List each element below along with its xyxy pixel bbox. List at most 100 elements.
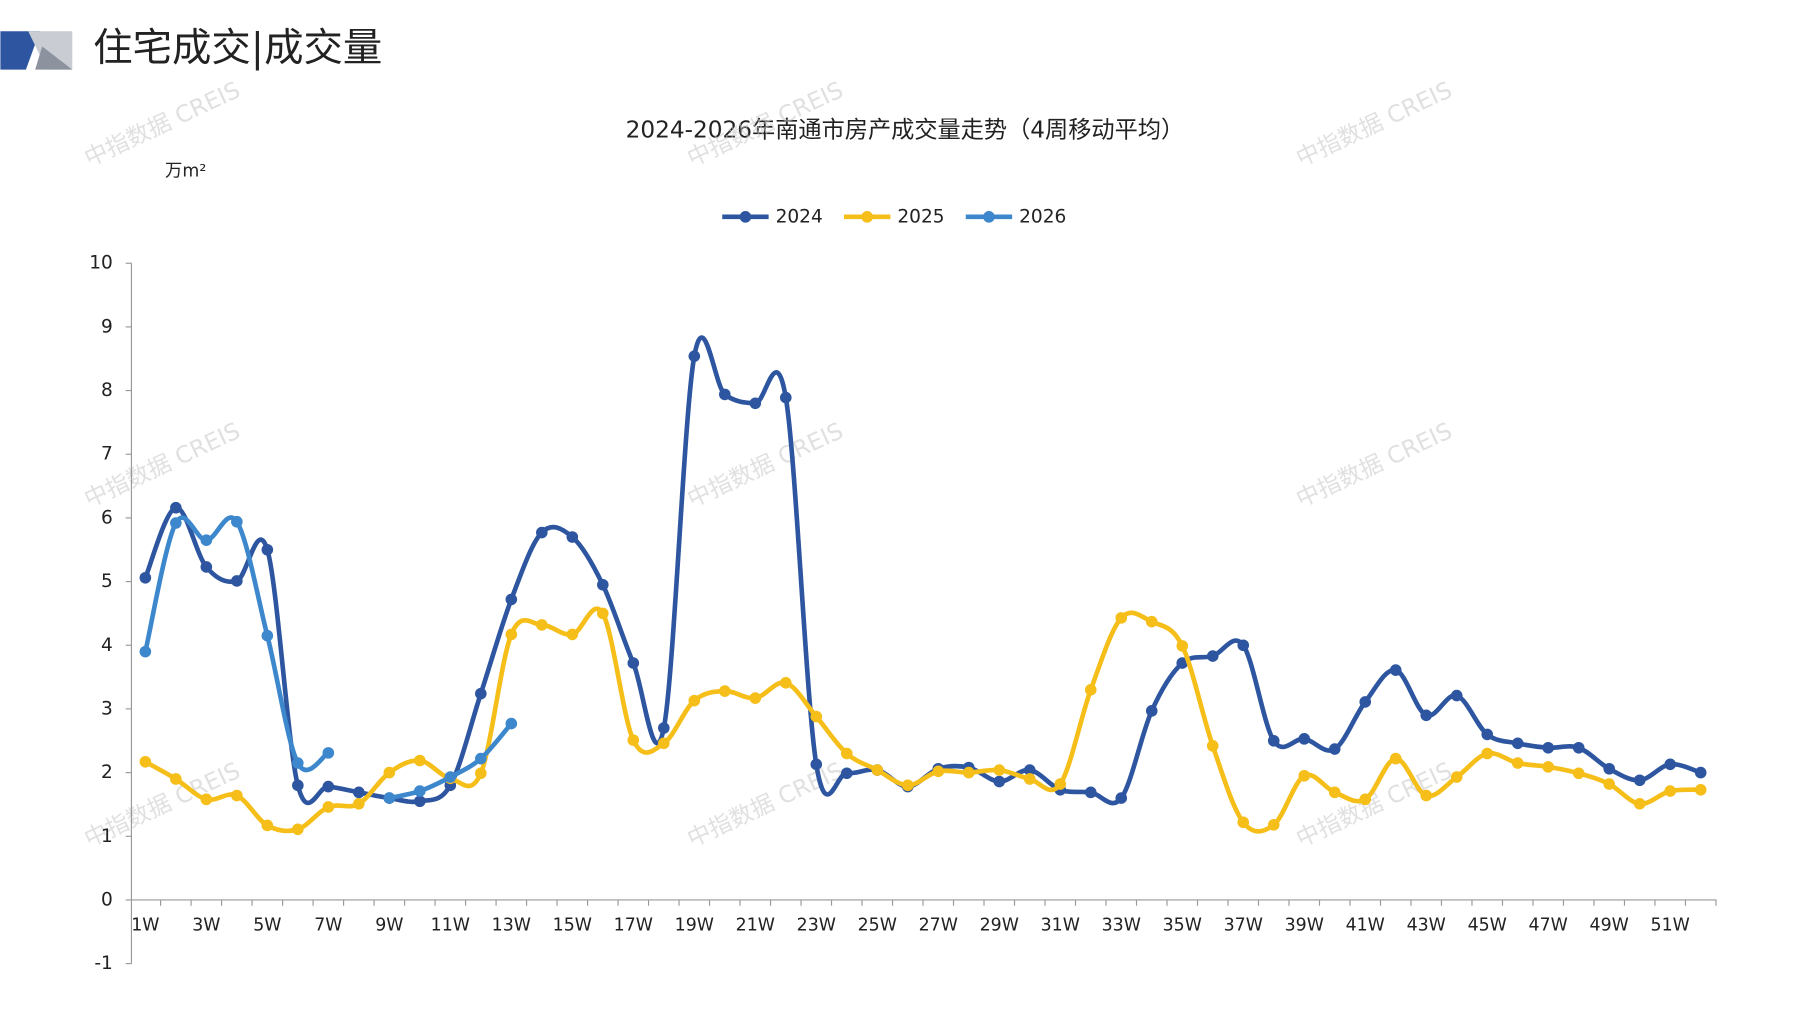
data-point <box>292 823 304 836</box>
data-point <box>1267 819 1280 831</box>
data-point <box>962 766 975 779</box>
data-point <box>505 628 518 641</box>
data-point <box>1694 766 1707 779</box>
data-point <box>1359 793 1372 806</box>
legend-label: 2024 <box>776 206 823 227</box>
data-point <box>1176 657 1189 669</box>
x-tick-label: 9W <box>375 915 403 935</box>
x-tick-label: 41W <box>1346 915 1385 935</box>
data-point <box>597 578 609 591</box>
x-tick-label: 43W <box>1407 915 1446 935</box>
data-point <box>261 819 274 832</box>
data-point <box>1542 761 1555 773</box>
x-tick-label: 29W <box>980 915 1019 935</box>
data-point <box>322 780 335 793</box>
data-point <box>1603 778 1616 790</box>
y-tick-label: 7 <box>101 444 113 465</box>
data-point <box>1176 640 1189 652</box>
page-title: 住宅成交|成交量 <box>93 25 382 71</box>
data-point <box>810 758 823 771</box>
x-tick-label: 17W <box>614 915 653 935</box>
data-point <box>718 685 731 697</box>
y-axis-label: 万m² <box>165 162 206 182</box>
data-point <box>1633 774 1646 787</box>
x-tick-label: 1W <box>131 915 159 935</box>
data-point <box>353 786 365 799</box>
data-point <box>170 517 182 529</box>
data-point <box>1084 786 1097 799</box>
data-point <box>627 734 640 746</box>
data-point <box>536 619 548 631</box>
data-point <box>1237 816 1250 829</box>
data-point <box>1389 752 1402 765</box>
data-point <box>1694 783 1707 796</box>
data-point <box>1206 650 1219 662</box>
series-line <box>143 515 330 773</box>
data-point <box>993 775 1006 788</box>
y-tick-label: 10 <box>89 253 113 274</box>
data-point <box>139 571 152 584</box>
y-tick-label: 9 <box>101 316 113 337</box>
data-point <box>292 779 304 792</box>
data-point <box>292 757 304 769</box>
data-point <box>1664 758 1677 771</box>
x-tick-label: 35W <box>1163 915 1202 935</box>
legend-label: 2025 <box>897 206 944 227</box>
x-tick-label: 39W <box>1285 915 1324 935</box>
series-line <box>143 335 1702 806</box>
data-point <box>840 747 853 760</box>
data-point <box>901 779 914 792</box>
data-point <box>1023 764 1036 776</box>
x-tick-label: 19W <box>675 915 714 935</box>
data-point <box>1084 684 1097 696</box>
data-point <box>231 789 243 802</box>
data-point <box>1115 612 1128 624</box>
data-point <box>475 687 487 700</box>
data-point <box>414 785 426 797</box>
data-point <box>932 765 945 778</box>
legend-marker <box>861 211 873 223</box>
y-tick-label: 8 <box>101 380 113 401</box>
data-point <box>261 629 274 642</box>
header-icon <box>0 31 40 70</box>
data-point <box>1145 705 1158 717</box>
data-point <box>1054 778 1067 790</box>
legend-marker <box>983 211 995 223</box>
data-point <box>1298 733 1311 745</box>
data-point <box>170 773 182 785</box>
data-point <box>414 795 426 808</box>
data-point <box>1420 709 1433 722</box>
data-point <box>1328 786 1341 799</box>
data-point <box>1328 743 1341 755</box>
data-point <box>1267 734 1280 747</box>
y-tick-label: 6 <box>101 507 113 528</box>
x-tick-label: 27W <box>919 915 958 935</box>
watermark: 中指数据 CREIS <box>80 417 244 513</box>
data-point <box>536 526 548 539</box>
y-tick-label: 0 <box>101 889 113 910</box>
data-point <box>1450 689 1463 702</box>
data-point <box>566 628 579 641</box>
watermark: 中指数据 CREIS <box>1292 757 1456 853</box>
data-point <box>1511 757 1524 769</box>
y-tick-label: -1 <box>94 953 113 974</box>
data-point <box>383 792 396 804</box>
data-point <box>840 767 853 780</box>
data-point <box>810 710 823 723</box>
x-tick-label: 25W <box>858 915 897 935</box>
data-point <box>1237 639 1250 652</box>
data-point <box>779 677 792 689</box>
legend-label: 2026 <box>1019 206 1066 227</box>
x-tick-label: 7W <box>314 915 342 935</box>
legend-marker <box>739 211 752 223</box>
data-point <box>688 350 701 362</box>
data-point <box>1572 741 1585 754</box>
x-tick-label: 13W <box>492 915 531 935</box>
x-tick-label: 33W <box>1102 915 1141 935</box>
data-point <box>322 801 335 813</box>
y-tick-label: 3 <box>101 698 113 719</box>
x-tick-label: 49W <box>1590 915 1629 935</box>
data-point <box>1420 789 1433 802</box>
data-point <box>1298 769 1311 782</box>
